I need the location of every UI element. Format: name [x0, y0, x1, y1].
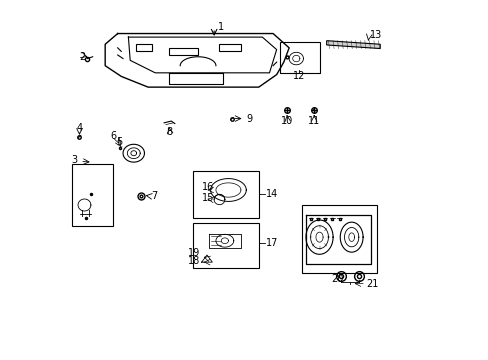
Text: 9: 9: [246, 113, 252, 123]
Text: 3: 3: [72, 156, 78, 165]
Text: 5: 5: [116, 138, 122, 148]
Text: 1: 1: [217, 22, 224, 32]
Text: 18: 18: [187, 256, 200, 266]
Text: 15: 15: [201, 193, 214, 203]
Text: 11: 11: [307, 116, 320, 126]
Text: 16: 16: [201, 182, 213, 192]
Text: 17: 17: [265, 238, 278, 248]
Text: 13: 13: [369, 30, 382, 40]
Text: 19: 19: [187, 248, 200, 258]
Text: 7: 7: [151, 191, 158, 201]
Text: 21: 21: [366, 279, 378, 289]
Text: 10: 10: [281, 116, 293, 126]
Text: 2: 2: [79, 52, 85, 62]
Text: 12: 12: [292, 71, 305, 81]
Text: 4: 4: [76, 123, 82, 133]
Text: 8: 8: [166, 127, 172, 137]
Text: 6: 6: [111, 131, 117, 141]
Text: 20: 20: [330, 274, 343, 284]
Polygon shape: [326, 41, 380, 49]
Text: 14: 14: [265, 189, 278, 199]
